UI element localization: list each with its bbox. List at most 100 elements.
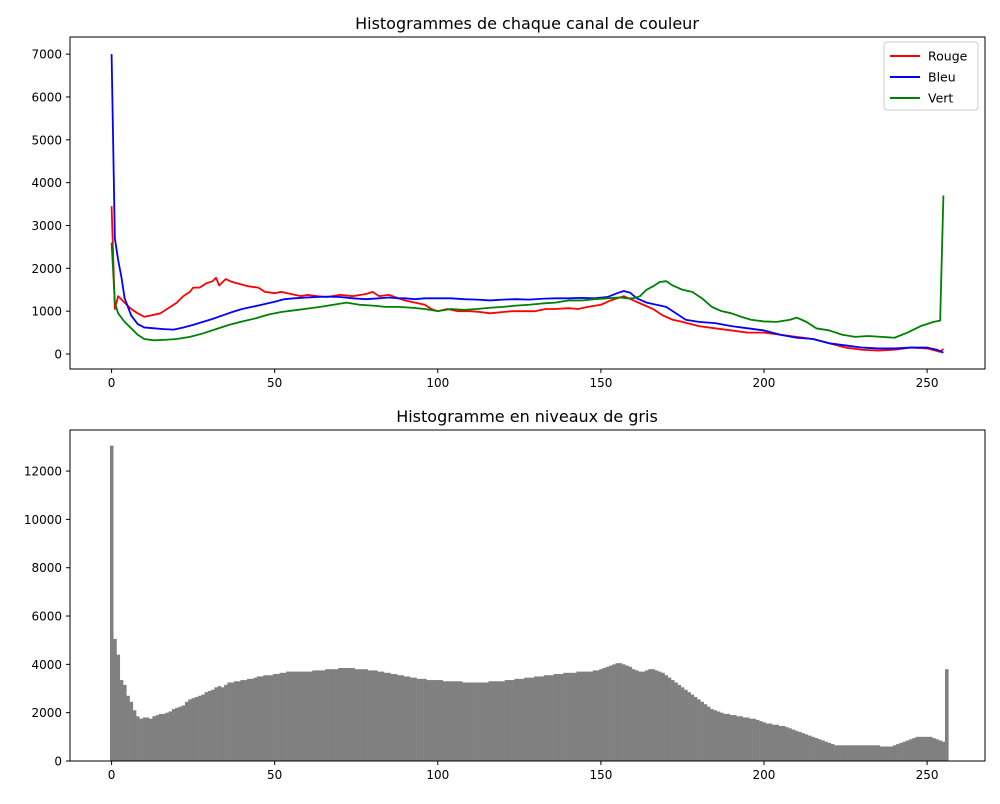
histogram-bar — [243, 680, 248, 761]
histogram-bar — [485, 682, 489, 761]
histogram-bar — [680, 687, 685, 761]
axis-ticks: 0 50 100 150 200 250 0 2000 4000 6000 8000 10000 120… — [24, 465, 939, 782]
histogram-bar — [145, 717, 150, 761]
histogram-bar — [931, 738, 936, 761]
grayscale-histogram-chart: Histogramme en niveaux de gris 0 50 100 150… — [24, 407, 986, 782]
histogram-bar — [905, 740, 910, 761]
histogram-bar — [677, 684, 682, 761]
histogram-bar — [925, 736, 930, 761]
axes-frame — [69, 429, 986, 762]
histogram-bar — [449, 681, 453, 761]
histogram-bar — [305, 671, 310, 761]
histogram-bar — [279, 672, 284, 761]
histogram-bar — [765, 723, 770, 761]
histogram-bar — [736, 716, 740, 761]
x-tick-label: 200 — [753, 376, 776, 390]
histogram-bar — [158, 713, 163, 761]
histogram-bar — [527, 677, 532, 761]
histogram-bar — [889, 746, 894, 761]
histogram-bar — [380, 671, 385, 761]
histogram-bar — [605, 666, 610, 761]
histogram-bar — [801, 733, 806, 761]
histogram-bar — [703, 704, 708, 761]
histogram-bar — [514, 678, 519, 761]
histogram-bar — [367, 670, 372, 761]
histogram-bar — [263, 675, 267, 761]
histogram-bar — [622, 664, 626, 761]
legend-box — [883, 41, 979, 111]
histogram-bar — [498, 681, 502, 761]
histogram-bar — [899, 742, 903, 761]
histogram-bar — [149, 718, 153, 761]
histogram-bar — [168, 711, 173, 761]
histogram-bar — [315, 670, 320, 761]
histogram-bar — [752, 718, 757, 761]
histogram-bar — [171, 709, 176, 761]
histogram-bar — [530, 677, 535, 761]
histogram-bar — [863, 745, 868, 761]
histogram-bar — [413, 677, 417, 761]
histogram-bar — [410, 677, 414, 761]
histogram-bar — [902, 741, 907, 761]
histogram-bar — [775, 724, 779, 761]
y-tick-label: 1000 — [31, 305, 62, 319]
histogram-bar — [188, 699, 192, 761]
histogram-bar — [716, 711, 721, 761]
histogram-bar — [582, 671, 587, 761]
histogram-bar — [426, 680, 430, 761]
histogram-bar — [116, 654, 121, 761]
histogram-bar — [109, 445, 114, 761]
histogram-bar — [524, 677, 528, 761]
histogram-bar — [824, 741, 828, 761]
x-tick-label: 50 — [267, 768, 282, 782]
histogram-bar — [922, 736, 926, 761]
histogram-bar — [638, 671, 642, 761]
histogram-bar — [589, 671, 594, 761]
chart-title: Histogrammes de chaque canal de couleur — [355, 14, 699, 33]
histogram-bar — [860, 745, 864, 761]
histogram-bar — [853, 745, 858, 761]
histogram-bar — [609, 665, 613, 761]
histogram-bar — [113, 638, 117, 761]
histogram-bar — [468, 682, 473, 761]
histogram-bar — [240, 680, 244, 761]
histogram-bar — [785, 727, 789, 761]
histogram-bar — [873, 745, 877, 761]
histogram-bar — [256, 676, 261, 761]
histogram-bar — [664, 675, 669, 761]
histogram-bar — [733, 715, 737, 761]
histogram-bar — [211, 689, 215, 761]
histogram-bar — [198, 695, 202, 761]
histogram-bar — [847, 745, 851, 761]
histogram-bar — [791, 729, 796, 761]
histogram-bar — [693, 696, 698, 761]
histogram-bar — [354, 669, 359, 761]
histogram-bar — [687, 692, 691, 761]
histogram-bar — [625, 665, 629, 761]
histogram-bar — [292, 671, 297, 761]
histogram-bar — [139, 718, 143, 761]
chart-title: Histogramme en niveaux de gris — [396, 407, 658, 426]
x-tick-label: 200 — [753, 768, 776, 782]
histogram-bar — [175, 707, 179, 761]
histogram-bar — [641, 671, 646, 761]
histogram-bar — [654, 670, 659, 761]
histogram-bar — [194, 696, 199, 761]
histogram-bar — [273, 674, 277, 761]
histogram-bar — [569, 672, 574, 761]
histogram-bar — [142, 717, 147, 761]
histogram-bar — [762, 722, 766, 761]
histogram-bar — [491, 681, 496, 761]
histogram-bar — [755, 719, 760, 761]
histogram-bar — [302, 671, 306, 761]
histogram-bar — [335, 669, 339, 761]
histogram-bar — [132, 710, 137, 761]
histogram-bar — [136, 716, 140, 761]
y-tick-label: 8000 — [31, 561, 62, 575]
histogram-bar — [883, 746, 887, 761]
histogram-bar — [233, 681, 238, 761]
histogram-bar — [328, 669, 333, 761]
histogram-bar — [543, 675, 548, 761]
x-tick-label: 0 — [108, 768, 116, 782]
